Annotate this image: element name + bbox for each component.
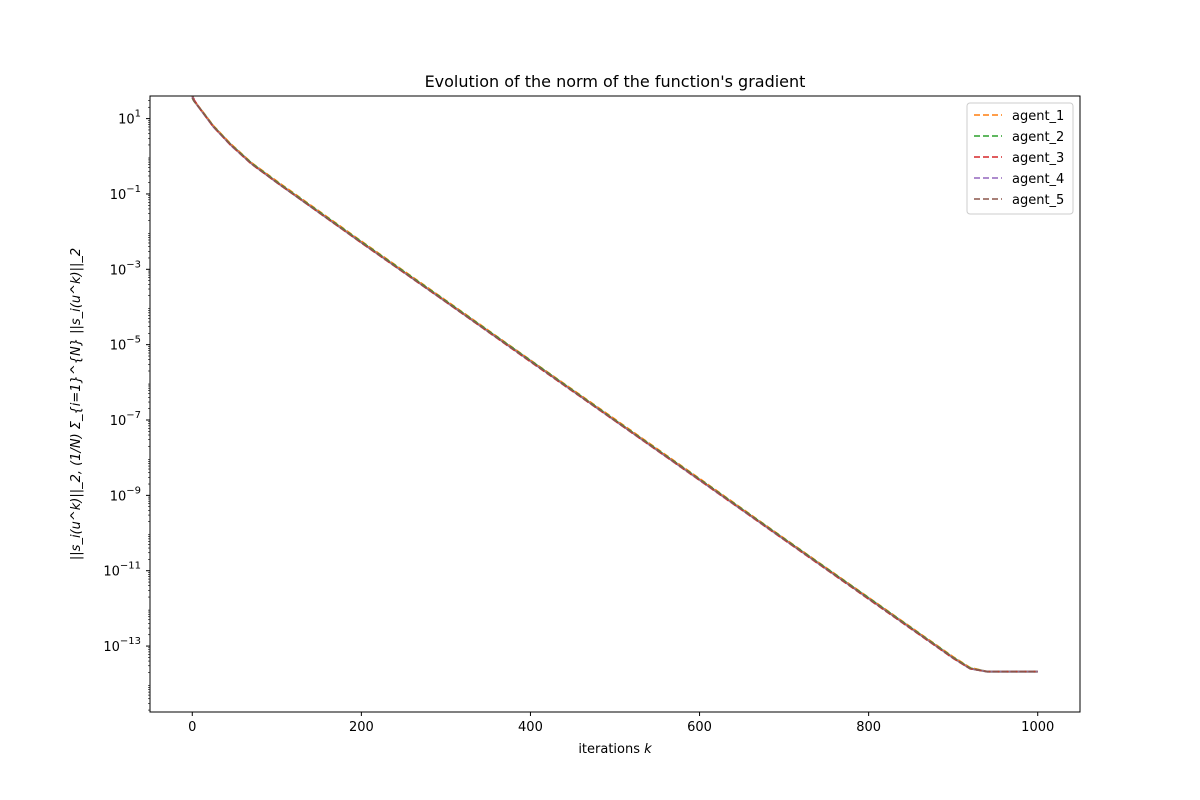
y-tick-label: 10−13: [103, 636, 141, 655]
x-axis: 0 200 400 600 800 1000: [188, 712, 1054, 735]
x-tick-label: 0: [188, 720, 196, 735]
y-tick-label: 10−7: [110, 410, 141, 429]
chart-title: Evolution of the norm of the function's …: [425, 72, 806, 91]
y-tick-label: 10−3: [110, 259, 141, 278]
y-axis-label-text: ||s_i(u^k)||_2, (1/N) Σ_{i=1}^{N} ||s_i(…: [69, 248, 84, 560]
series-layer: [191, 96, 1038, 673]
legend-label: agent_5: [1012, 193, 1064, 208]
y-tick-label: 10−9: [110, 485, 141, 504]
y-axis: 101 10−1 10−3 10−5 10−7 10−9 10−11 10−13: [103, 100, 150, 711]
y-axis-label: ||s_i(u^k)||_2, (1/N) Σ_{i=1}^{N} ||s_i(…: [69, 248, 84, 560]
x-tick-label: 200: [349, 720, 374, 735]
y-tick-label: 10−5: [110, 335, 141, 354]
legend-label: agent_3: [1012, 151, 1064, 166]
x-axis-label: iterations k: [578, 742, 652, 757]
x-tick-label: 800: [856, 720, 881, 735]
y-tick-label: 10−11: [103, 561, 141, 580]
x-tick-label: 600: [687, 720, 712, 735]
x-axis-label-var: k: [644, 742, 652, 757]
legend-label: agent_1: [1012, 109, 1064, 124]
legend-frame: [966, 102, 1074, 215]
axes-frame: [149, 95, 1081, 713]
x-tick-label: 400: [518, 720, 543, 735]
legend: agent_1 agent_2 agent_3 agent_4 agent_5: [966, 102, 1074, 215]
series-line-agent_5: [191, 97, 1038, 673]
y-tick-label: 10−1: [110, 184, 141, 203]
x-tick-label: 1000: [1021, 720, 1054, 735]
legend-label: agent_2: [1012, 130, 1064, 145]
y-tick-label: 101: [118, 109, 141, 128]
x-axis-label-main: iterations: [578, 742, 644, 757]
legend-label: agent_4: [1012, 172, 1064, 187]
